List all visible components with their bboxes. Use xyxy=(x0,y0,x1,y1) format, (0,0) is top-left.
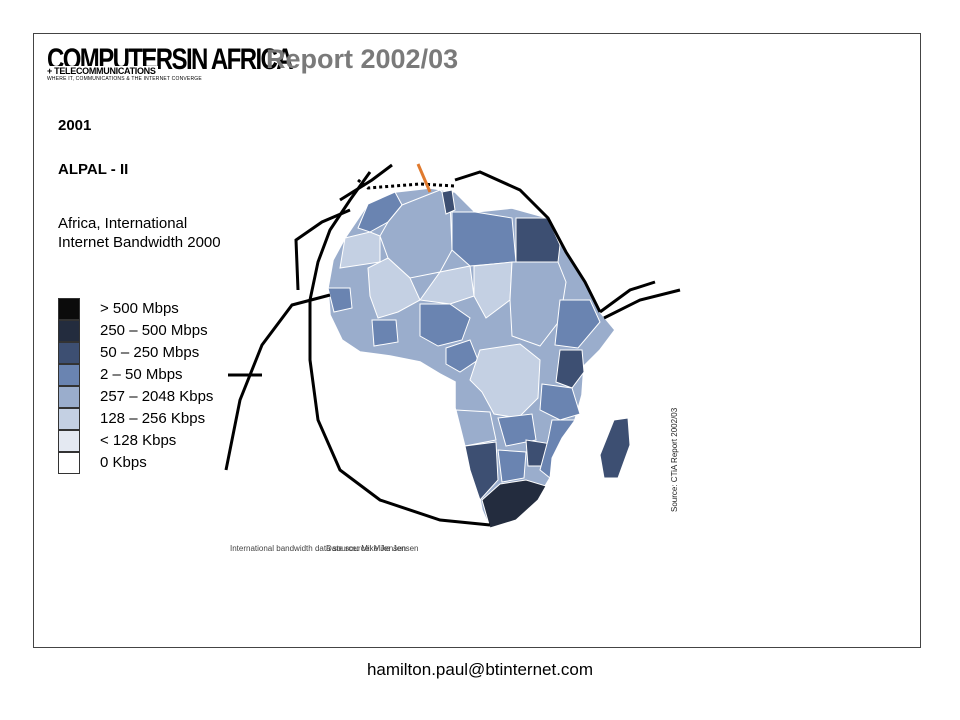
legend-label: 257 – 2048 Kbps xyxy=(100,388,214,405)
region-chad xyxy=(473,261,513,319)
region-egypt xyxy=(515,217,561,263)
cable-dotted-link xyxy=(357,178,456,190)
region-cameroon xyxy=(445,339,479,373)
cable-west-coast xyxy=(308,171,491,527)
source-note: Source: CTiA Report 2002/03 xyxy=(670,407,679,512)
cable-atlantic-branch-1 xyxy=(224,293,331,471)
cable-east-coast xyxy=(454,170,602,313)
region-guinea-coast xyxy=(371,319,399,347)
region-madagascar xyxy=(599,417,631,479)
cable-red-sea-2 xyxy=(603,288,681,320)
legend-item: 2 – 50 Mbps xyxy=(58,364,258,386)
legend-label: 0 Kbps xyxy=(100,454,147,471)
cable-red-sea-1 xyxy=(599,280,656,314)
region-tanzania xyxy=(539,383,581,421)
legend-swatch xyxy=(58,364,80,386)
logo-sub-text: + TELECOMMUNICATIONS xyxy=(47,66,158,76)
legend-swatch xyxy=(58,452,80,474)
legend-item: < 128 Kbps xyxy=(58,430,258,452)
logo-tagline: WHERE IT, COMMUNICATIONS & THE INTERNET … xyxy=(47,76,202,82)
region-sudan xyxy=(509,261,567,347)
legend-label: 2 – 50 Mbps xyxy=(100,366,183,383)
map-caption-1: International bandwidth data source: Mik… xyxy=(230,544,407,553)
region-angola xyxy=(455,409,497,447)
year-label: 2001 xyxy=(58,117,92,134)
africa-map xyxy=(224,163,681,529)
submarine-cables xyxy=(224,163,681,527)
region-south-africa xyxy=(481,479,547,529)
legend-label: 128 – 256 Kbps xyxy=(100,410,206,427)
region-nigeria xyxy=(419,303,471,347)
cable-mediterranean xyxy=(339,163,393,202)
logo: COMPUTERSIN AFRICA + TELECOMMUNICATIONS … xyxy=(47,43,294,84)
region-zambia xyxy=(497,413,537,447)
region-mozambique xyxy=(539,419,576,479)
legend-label: 250 – 500 Mbps xyxy=(100,322,208,339)
region-botswana xyxy=(497,449,527,483)
region-kenya xyxy=(555,349,585,389)
legend-label: < 128 Kbps xyxy=(100,432,177,449)
legend-item: > 500 Mbps xyxy=(58,298,258,320)
legend-item: 128 – 256 Kbps xyxy=(58,408,258,430)
cable-system-label: ALPAL - II xyxy=(58,161,129,178)
legend-label: 50 – 250 Mbps xyxy=(100,344,200,361)
cable-alpal-ii xyxy=(416,163,432,193)
map-caption-2: Date source: Mike Jensen xyxy=(326,544,419,553)
author-email: hamilton.paul@btinternet.com xyxy=(366,660,594,679)
legend-swatch xyxy=(58,408,80,430)
legend-swatch xyxy=(58,298,80,320)
region-libya xyxy=(451,211,517,267)
legend-swatch xyxy=(58,430,80,452)
region-west-coast xyxy=(327,287,353,313)
legend-label: > 500 Mbps xyxy=(100,300,179,317)
region-namibia xyxy=(464,441,499,501)
legend-item: 50 – 250 Mbps xyxy=(58,342,258,364)
slide-frame xyxy=(33,33,921,648)
legend-item: 250 – 500 Mbps xyxy=(58,320,258,342)
region-west-sahara xyxy=(339,231,381,269)
legend-item: 0 Kbps xyxy=(58,452,258,474)
region-niger xyxy=(419,265,475,305)
region-mali xyxy=(367,257,421,319)
report-title: Report 2002/03 xyxy=(266,44,459,74)
legend-swatch xyxy=(58,320,80,342)
region-ethiopia xyxy=(554,299,601,349)
legend-swatch xyxy=(58,386,80,408)
legend-item: 257 – 2048 Kbps xyxy=(58,386,258,408)
legend-title: Africa, International Internet Bandwidth… xyxy=(58,215,221,251)
legend-swatch xyxy=(58,342,80,364)
cable-atlantic-branch-3 xyxy=(294,208,351,291)
region-tunisia xyxy=(441,189,456,215)
